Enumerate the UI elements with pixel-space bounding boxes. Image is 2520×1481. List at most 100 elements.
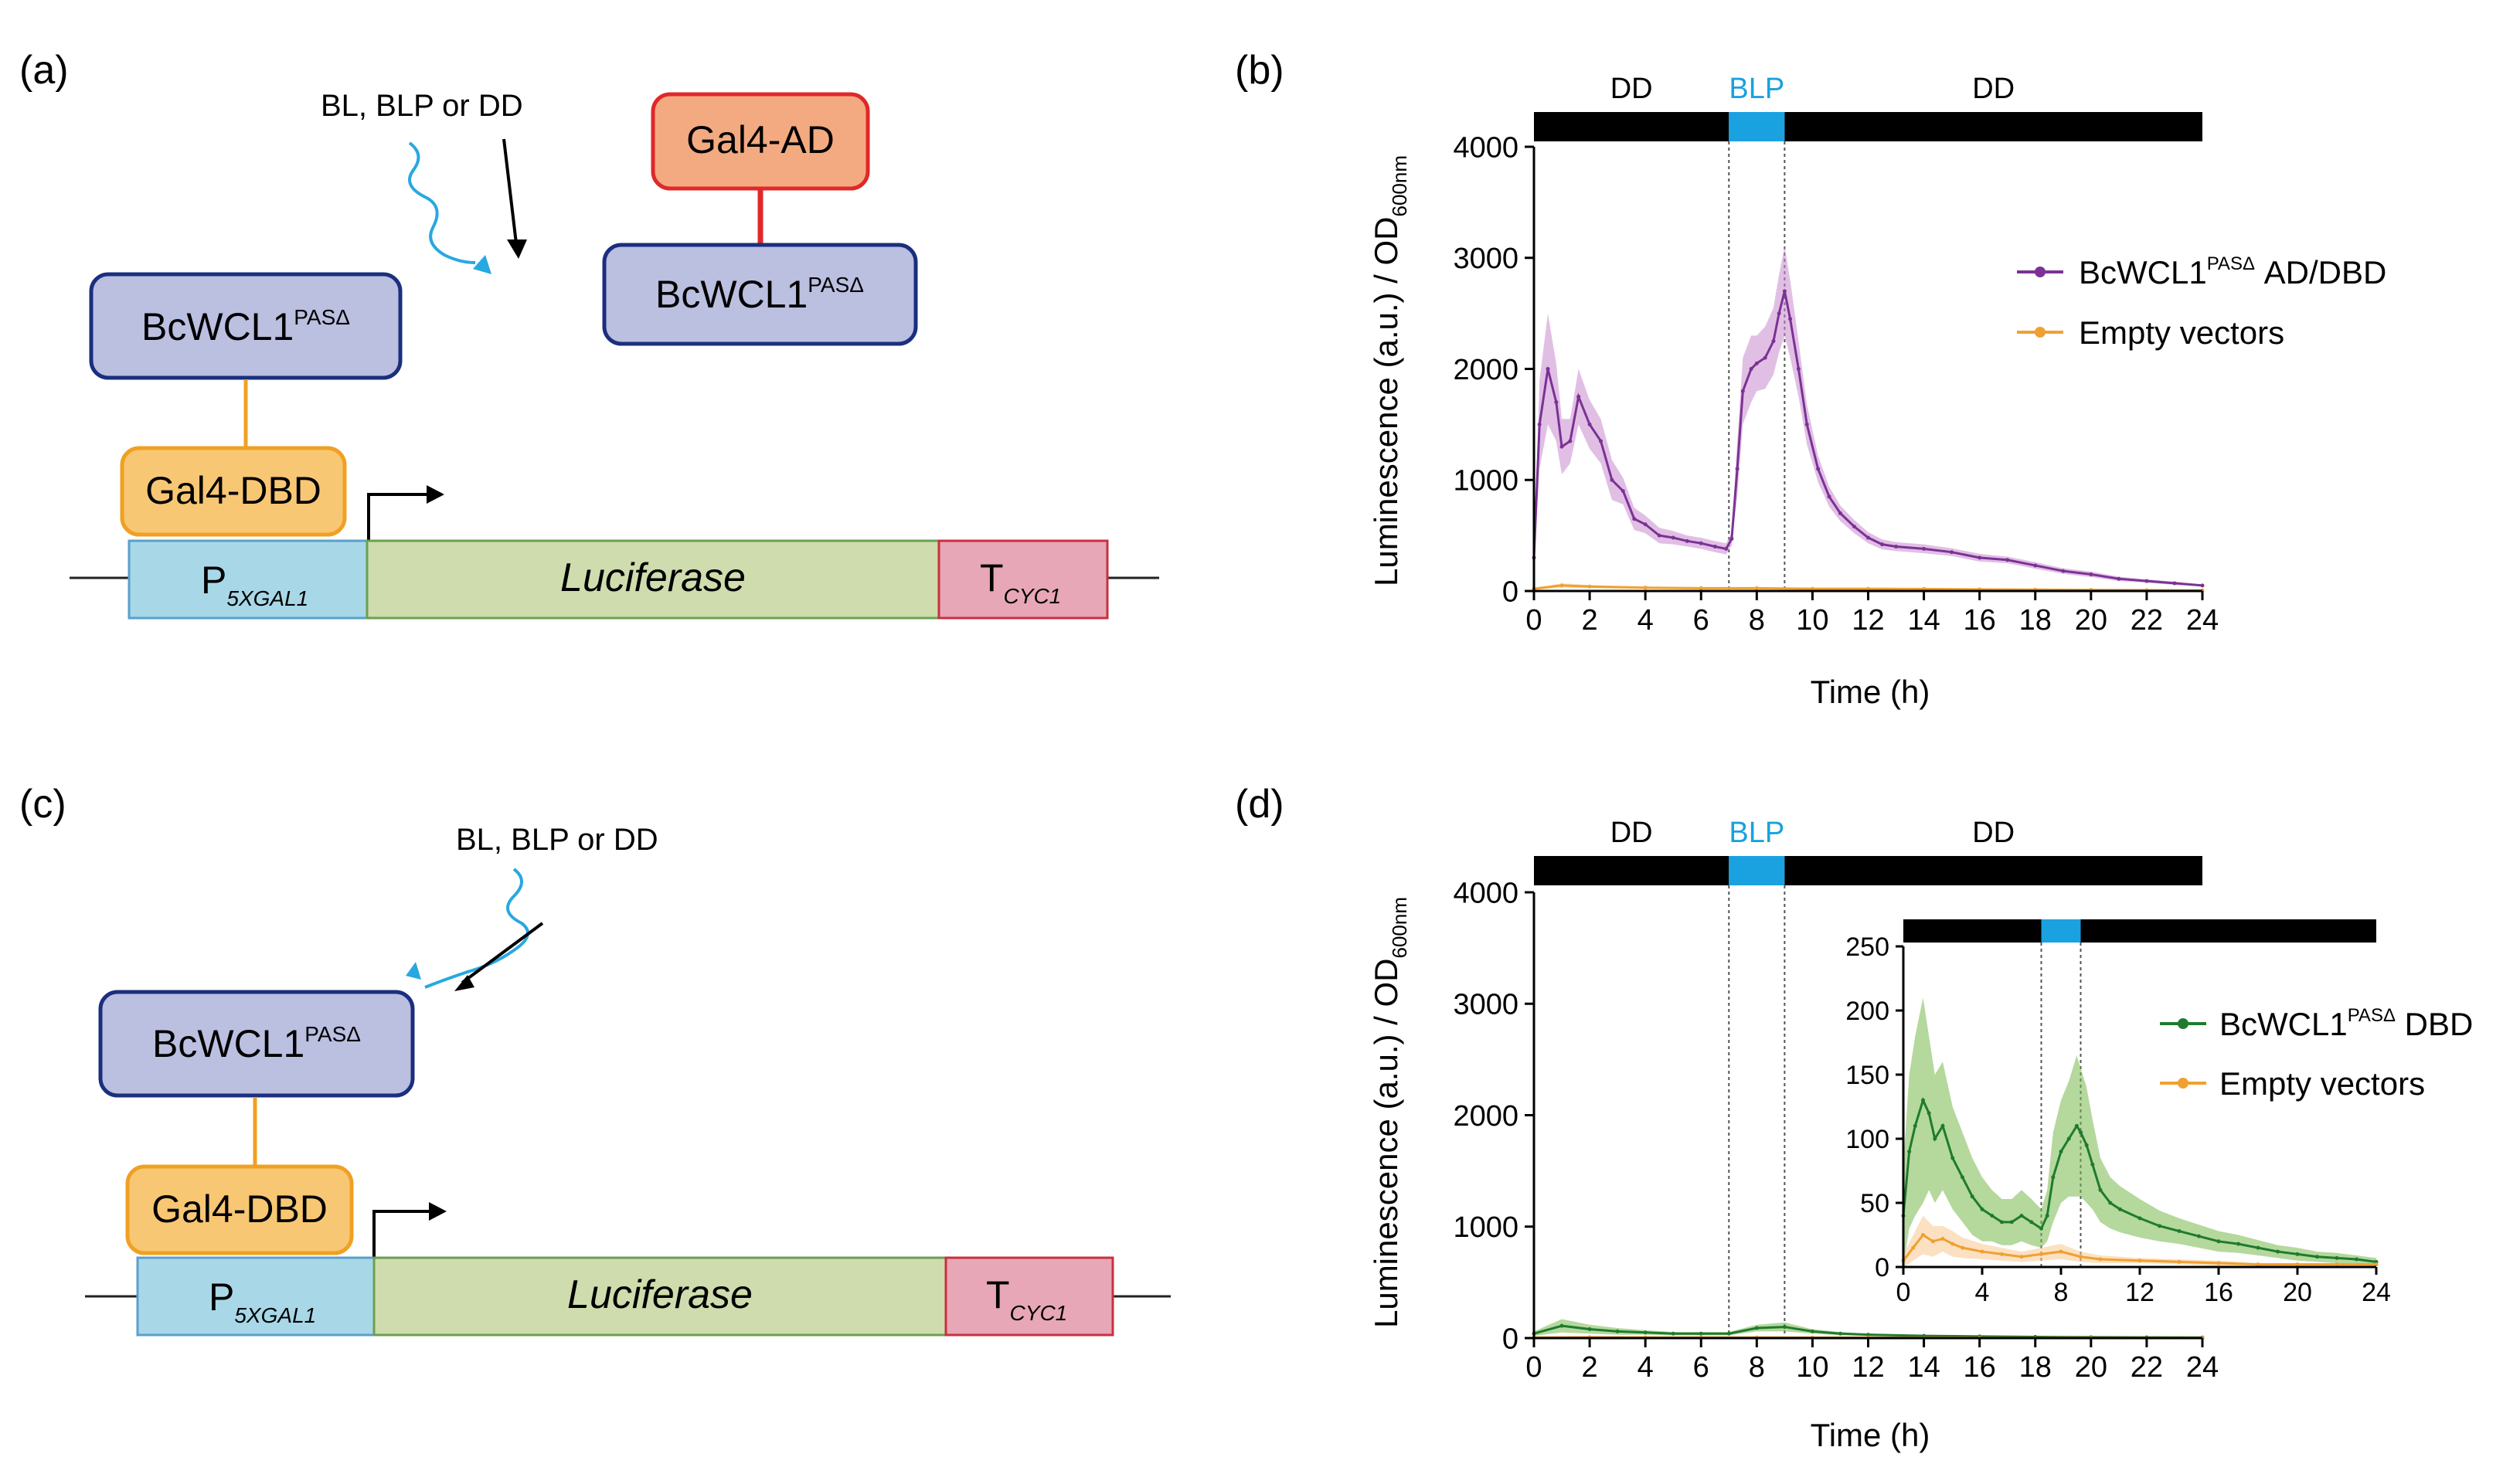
data-point	[1699, 586, 1703, 590]
data-point	[1922, 546, 1927, 551]
light-bar-label: DD	[1972, 817, 2015, 849]
data-point	[1866, 586, 1870, 591]
data-point	[1907, 1150, 1912, 1154]
data-point	[2084, 1143, 2089, 1147]
light-wave-icon	[424, 868, 529, 989]
x-tick-label: 8	[1749, 1351, 1765, 1384]
inset-chart: 0 4 8 12 16 20 24 0 50 100 150 200 250	[1845, 912, 2399, 1307]
data-point	[2029, 1220, 2034, 1225]
data-point	[1620, 489, 1625, 494]
data-point	[1961, 1175, 1964, 1180]
x-tick-label: 2	[1582, 604, 1598, 637]
data-point	[1796, 367, 1801, 371]
data-point	[2276, 1249, 2280, 1254]
x-tick-label: 0	[1525, 604, 1542, 637]
data-point	[2061, 569, 2066, 573]
data-point	[1576, 394, 1581, 399]
data-point	[2335, 1255, 2339, 1260]
bcwcl1-dbd-fusion-label: BcWCL1PASΔ	[141, 305, 350, 348]
x-tick-label: 4	[1637, 1351, 1654, 1384]
x-tick-label: 24	[2186, 1351, 2219, 1384]
x-tick-label: 18	[2019, 1351, 2052, 1384]
panel-a: (a) BL, BLP or DD Gal4-AD BcWCL1PASΔ BcW…	[19, 48, 1159, 620]
luciferase-label: Luciferase	[560, 555, 746, 600]
data-point	[2144, 579, 2149, 583]
data-point	[1804, 422, 1809, 426]
light-bar-segment	[1534, 112, 1729, 141]
x-tick-label: 14	[1907, 604, 1940, 637]
data-point	[1990, 1214, 1995, 1218]
data-point	[2172, 581, 2177, 586]
panel-b-label: (b)	[1235, 48, 1284, 93]
panel-a-light-label: BL, BLP or DD	[321, 89, 523, 123]
data-point	[2355, 1257, 2358, 1262]
data-point	[1568, 439, 1573, 443]
data-point	[1729, 536, 1734, 541]
chart-d: (d) DD BLP DD 0 2 4 6 8 10 12 14 16 18 20 22 240100020…	[1235, 782, 2473, 1453]
data-point	[1816, 467, 1821, 471]
legend-marker	[2035, 267, 2046, 277]
data-point	[1632, 517, 1637, 521]
data-point	[1726, 1331, 1731, 1336]
data-point	[1810, 586, 1814, 591]
x-tick-label: 10	[1796, 604, 1828, 637]
legend: BcWCL1PASΔ DBD Empty vectors	[2160, 1005, 2473, 1102]
y-tick-label: 100	[1845, 1125, 1889, 1154]
data-point	[1866, 535, 1870, 540]
data-point	[2005, 558, 2010, 562]
y-tick-label: 0	[1502, 1323, 1518, 1355]
data-point	[2177, 1229, 2182, 1234]
x-tick-label: 2	[1582, 1351, 1598, 1384]
data-point	[1657, 533, 1661, 538]
data-point	[2315, 1255, 2319, 1259]
data-point	[1643, 1330, 1648, 1335]
data-point	[2000, 1220, 2004, 1225]
legend-entry-bcwcl1-dbd: BcWCL1PASΔ DBD	[2219, 1005, 2473, 1042]
data-point	[2019, 1214, 2024, 1218]
x-tick-label: 20	[2283, 1278, 2312, 1307]
y-tick-label: 0	[1502, 576, 1518, 608]
x-tick-label: 0	[1896, 1278, 1911, 1307]
data-point	[1771, 339, 1776, 344]
data-point	[1546, 367, 1550, 371]
data-point	[2137, 1259, 2142, 1263]
x-axis-label: Time (h)	[1811, 1417, 1930, 1453]
data-point	[1559, 1323, 1564, 1328]
promoter-label: P5XGAL1	[201, 559, 308, 610]
data-point	[1852, 525, 1856, 529]
x-tick-label: 12	[1852, 604, 1884, 637]
x-tick-label: 24	[2362, 1278, 2391, 1307]
data-point	[2158, 1224, 2161, 1228]
data-point	[1782, 1325, 1787, 1330]
data-point	[1980, 1207, 1984, 1211]
light-regime-bar: DD BLP DD	[1534, 73, 2202, 141]
light-bar-segment	[2041, 919, 2081, 943]
y-tick-label: 1000	[1453, 1211, 1518, 1244]
y-tick-label: 150	[1845, 1061, 1889, 1090]
data-point	[2066, 1136, 2071, 1141]
data-point	[2059, 1249, 2063, 1254]
data-point	[1559, 444, 1564, 449]
data-point	[1699, 541, 1703, 545]
data-point	[2295, 1252, 2300, 1256]
panel-a-label: (a)	[19, 48, 69, 93]
y-tick-label: 4000	[1453, 131, 1518, 164]
light-regime-bar: DD BLP DD	[1534, 817, 2202, 885]
x-tick-label: 10	[1796, 1351, 1828, 1384]
light-bar-label: DD	[1610, 817, 1653, 849]
x-tick-label: 16	[1964, 604, 1996, 637]
legend-entry-empty-vectors: Empty vectors	[2219, 1065, 2425, 1102]
data-point	[1940, 1123, 1945, 1128]
data-point	[1643, 586, 1648, 590]
luciferase-box	[372, 1256, 947, 1337]
gal4-dbd-box	[125, 1164, 354, 1255]
data-point	[1537, 422, 1542, 426]
x-tick-label: 24	[2186, 604, 2219, 637]
data-point	[2098, 1187, 2103, 1192]
data-point	[1978, 555, 1982, 560]
data-point	[2089, 572, 2093, 576]
x-tick-label: 22	[2131, 604, 2163, 637]
data-point	[1970, 1194, 1974, 1199]
gal4-ad-label: Gal4-AD	[686, 118, 835, 161]
